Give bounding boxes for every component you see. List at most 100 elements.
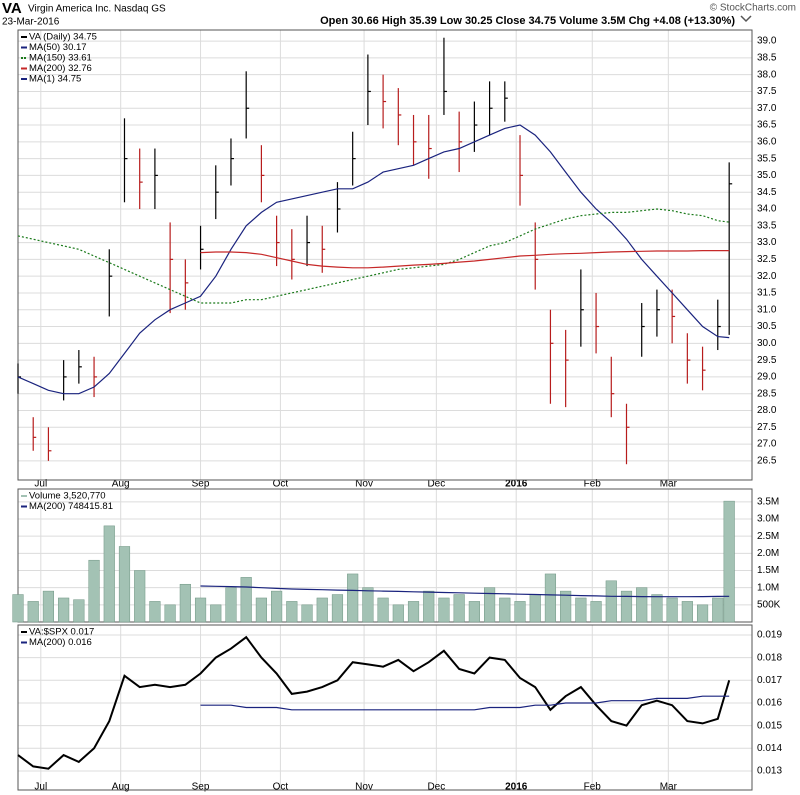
volume-bar bbox=[362, 587, 374, 623]
volume-bar bbox=[301, 604, 313, 623]
company-name: Virgin America Inc. Nasdaq GS bbox=[28, 4, 166, 15]
panel-frame bbox=[17, 29, 753, 481]
x-tick-label: Aug bbox=[112, 479, 130, 490]
y-tick-label: 33.5 bbox=[757, 220, 777, 231]
x-tick-label: Feb bbox=[584, 479, 602, 490]
y-tick-label: 33.0 bbox=[757, 237, 777, 248]
y-tick-label: 3.5M bbox=[757, 496, 779, 507]
y-tick-label: 2.0M bbox=[757, 548, 779, 559]
y-tick-label: 0.013 bbox=[757, 766, 782, 777]
x-tick-label: Dec bbox=[427, 782, 445, 793]
volume-bar bbox=[12, 594, 24, 623]
volume-bar bbox=[453, 594, 465, 623]
x-tick-label: Sep bbox=[192, 479, 210, 490]
y-tick-label: 2.5M bbox=[757, 531, 779, 542]
volume-bar bbox=[514, 601, 526, 623]
series-line bbox=[17, 208, 730, 304]
y-tick-label: 30.0 bbox=[757, 338, 777, 349]
legend-label: MA(150) 33.61 bbox=[29, 53, 92, 64]
x-tick-label: Oct bbox=[273, 782, 289, 793]
volume-bar bbox=[484, 587, 496, 623]
volume-bar bbox=[73, 599, 85, 623]
y-tick-label: 0.017 bbox=[757, 675, 782, 686]
volume-bar bbox=[590, 601, 602, 623]
y-tick-label: 0.016 bbox=[757, 698, 782, 709]
y-tick-label: 34.5 bbox=[757, 187, 777, 198]
volume-bar bbox=[347, 573, 359, 623]
volume-bar bbox=[134, 570, 146, 623]
volume-bar bbox=[544, 573, 557, 623]
legend-label: MA(50) 30.17 bbox=[29, 42, 87, 53]
y-tick-label: 37.5 bbox=[757, 86, 777, 97]
y-tick-label: 27.0 bbox=[757, 439, 777, 450]
y-tick-label: 28.5 bbox=[757, 388, 777, 399]
symbol: VA bbox=[2, 0, 22, 17]
x-tick-label: Jul bbox=[34, 479, 47, 490]
legend-label: VA (Daily) 34.75 bbox=[29, 32, 97, 43]
y-tick-label: 32.0 bbox=[757, 271, 777, 282]
y-tick-label: 1.5M bbox=[757, 565, 779, 576]
volume-bar bbox=[331, 594, 344, 623]
volume-bar bbox=[407, 601, 420, 623]
volume-bar bbox=[560, 590, 572, 623]
y-tick-label: 35.0 bbox=[757, 170, 777, 181]
volume-bar bbox=[179, 583, 191, 623]
volume-bar bbox=[27, 601, 39, 623]
x-tick-label: Mar bbox=[660, 479, 678, 490]
x-tick-label: Feb bbox=[584, 782, 602, 793]
x-tick-label: Nov bbox=[355, 479, 373, 490]
volume-bar bbox=[58, 597, 70, 623]
volume-bar bbox=[666, 597, 678, 623]
x-tick-label: 2016 bbox=[505, 479, 528, 490]
legend-label: MA(200) 0.016 bbox=[29, 637, 92, 648]
y-tick-label: 28.0 bbox=[757, 405, 777, 416]
y-tick-label: 30.5 bbox=[757, 321, 777, 332]
y-tick-label: 34.0 bbox=[757, 204, 777, 215]
volume-bar bbox=[712, 597, 724, 623]
series-line bbox=[200, 695, 730, 711]
y-tick-label: 1.0M bbox=[757, 582, 779, 593]
volume-bar bbox=[164, 604, 176, 623]
x-tick-label: Nov bbox=[355, 782, 373, 793]
x-tick-label: Mar bbox=[660, 782, 678, 793]
volume-bar bbox=[651, 594, 663, 623]
volume-bar bbox=[149, 601, 161, 623]
volume-bar bbox=[423, 590, 435, 623]
y-tick-label: 38.5 bbox=[757, 53, 777, 64]
y-tick-label: 35.5 bbox=[757, 153, 777, 164]
y-tick-label: 29.5 bbox=[757, 355, 777, 366]
panel-frame bbox=[17, 624, 753, 791]
series-line bbox=[17, 124, 730, 395]
volume-bar bbox=[392, 604, 404, 623]
dropdown-icon bbox=[740, 15, 752, 23]
volume-bar bbox=[499, 597, 511, 623]
y-tick-label: 500K bbox=[757, 599, 781, 610]
x-tick-label: Aug bbox=[112, 782, 130, 793]
x-tick-label: 2016 bbox=[505, 782, 528, 793]
y-tick-label: 39.0 bbox=[757, 36, 777, 47]
volume-bar bbox=[118, 546, 131, 623]
y-tick-label: 31.5 bbox=[757, 288, 777, 299]
y-tick-label: 37.0 bbox=[757, 103, 777, 114]
legend-label: Volume 3,520,770 bbox=[29, 491, 106, 502]
volume-bar bbox=[42, 590, 54, 623]
legend-label: MA(1) 34.75 bbox=[29, 74, 81, 85]
x-tick-label: Oct bbox=[273, 479, 289, 490]
volume-bar bbox=[240, 577, 252, 623]
volume-bar bbox=[575, 597, 587, 623]
series-line bbox=[17, 635, 731, 770]
legend-label: VA:$SPX 0.017 bbox=[29, 627, 94, 638]
volume-bar bbox=[255, 597, 267, 623]
volume-bar bbox=[88, 559, 100, 623]
y-tick-label: 0.015 bbox=[757, 720, 782, 731]
y-tick-label: 38.0 bbox=[757, 69, 777, 80]
volume-bar bbox=[636, 587, 648, 623]
volume-bar bbox=[468, 601, 480, 623]
credit: © StockCharts.com bbox=[710, 3, 796, 14]
volume-bar bbox=[286, 601, 298, 623]
y-tick-label: 36.5 bbox=[757, 120, 777, 131]
y-tick-label: 0.014 bbox=[757, 743, 782, 754]
y-tick-label: 0.019 bbox=[757, 630, 782, 641]
x-tick-label: Jul bbox=[34, 782, 47, 793]
